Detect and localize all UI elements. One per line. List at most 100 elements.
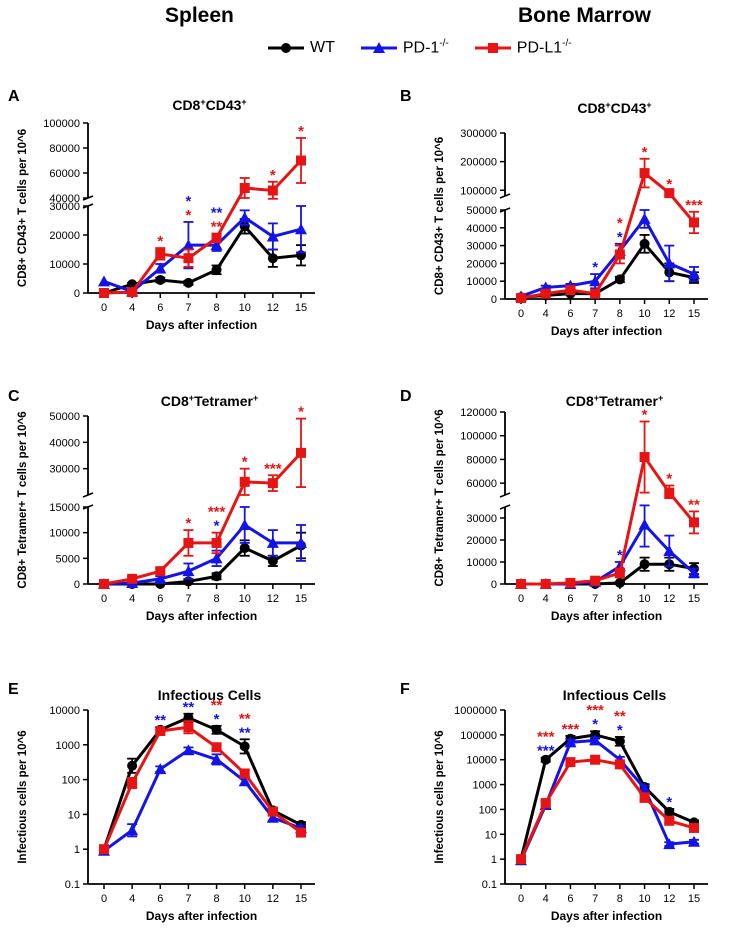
x-tick-label: 6 (567, 593, 573, 605)
axis-break-mark (499, 193, 511, 199)
x-tick-label: 0 (518, 308, 524, 320)
data-point (540, 798, 551, 809)
x-tick-label: 8 (617, 593, 623, 605)
y-tick-label: 1000000 (454, 705, 497, 717)
data-point (663, 257, 676, 269)
data-point (238, 518, 251, 530)
significance-marker: * (666, 176, 672, 193)
y-tick-label: 30000 (49, 201, 80, 213)
y-tick-label: 1 (491, 854, 497, 866)
data-point (211, 571, 222, 582)
significance-marker: * (186, 515, 192, 532)
x-tick-label: 6 (157, 893, 163, 905)
panel-letter-e: E (8, 681, 19, 698)
data-point (614, 249, 625, 260)
significance-marker: ** (239, 710, 251, 727)
chart-title: CD8+Tetramer+ (566, 393, 663, 409)
chart-panel-b: CD8+CD43+ 0 10000 20000 30000 40000 50000 10000… (434, 100, 708, 338)
x-axis-label: Days after infection (146, 609, 257, 623)
data-point (183, 253, 194, 264)
data-point (639, 168, 650, 179)
x-axis-label: Days after infection (146, 909, 257, 923)
data-point (238, 775, 251, 787)
x-axis-label: Days after infection (551, 909, 662, 923)
x-tick-label: 7 (185, 593, 191, 605)
x-tick-label: 10 (638, 308, 650, 320)
x-tick-label: 12 (267, 893, 279, 905)
panel-letter-f: F (400, 681, 410, 698)
data-point (211, 264, 222, 275)
y-tick-label: 100 (479, 804, 497, 816)
chart-title: CD8+CD43+ (577, 100, 651, 116)
significance-marker: * (186, 207, 192, 224)
data-point (182, 565, 195, 577)
significance-marker: * (270, 167, 276, 184)
significance-marker: * (666, 794, 672, 811)
data-point (239, 221, 250, 232)
series-line (519, 733, 695, 860)
significance-marker: * (214, 711, 220, 728)
data-point (154, 763, 167, 775)
legend-pdl1-text: PD-L1 (516, 39, 563, 57)
data-point (155, 248, 166, 259)
data-point (211, 232, 222, 243)
x-tick-label: 6 (567, 308, 573, 320)
x-tick-label: 15 (295, 593, 307, 605)
legend-wt-label: WT (310, 38, 335, 56)
x-axis-label: Days after infection (551, 609, 662, 623)
significance-marker: ** (211, 205, 223, 222)
y-tick-label: 20000 (49, 230, 80, 242)
significance-marker: ** (688, 496, 700, 513)
data-point (516, 854, 526, 865)
significance-marker: * (642, 144, 648, 161)
x-tick-label: 12 (663, 593, 675, 605)
x-tick-label: 10 (239, 593, 251, 605)
panel-letter-d: D (400, 388, 412, 405)
data-point (614, 759, 625, 770)
data-point (565, 757, 576, 768)
y-tick-label: 10000 (49, 705, 80, 717)
significance-marker: * (617, 722, 623, 739)
y-axis-label: CD8+ CD43+ T cells per 10^6 (434, 137, 446, 295)
chart-panel-f: Infectious Cells0.1110100100010000100000… (434, 687, 708, 923)
data-point (664, 188, 675, 199)
data-point (267, 555, 278, 566)
data-point (516, 579, 526, 589)
data-point (239, 183, 250, 193)
y-axis-label: CD8+ Tetramer+ T cells per 10^6 (434, 409, 446, 586)
data-point (589, 275, 602, 287)
y-tick-label: 40000 (49, 437, 80, 449)
significance-marker: *** (264, 460, 282, 477)
x-tick-label: 7 (592, 593, 598, 605)
y-tick-label: 20000 (466, 258, 497, 270)
y-tick-label: 10000 (466, 276, 497, 288)
significance-marker: * (642, 406, 648, 423)
data-point (155, 725, 166, 736)
x-tick-label: 15 (688, 893, 700, 905)
y-tick-label: 120000 (460, 407, 497, 419)
x-tick-label: 7 (592, 308, 598, 320)
x-tick-label: 4 (129, 302, 135, 314)
data-point (614, 568, 625, 578)
data-point (638, 782, 651, 794)
data-point (99, 288, 109, 298)
y-axis-label: Infectious cells per 10^6 (17, 730, 29, 863)
significance-marker: *** (537, 729, 555, 746)
y-tick-label: 40000 (49, 193, 80, 205)
significance-marker: *** (562, 721, 580, 738)
y-tick-label: 1 (74, 844, 80, 856)
axis-break-mark (499, 504, 511, 510)
data-point (127, 777, 138, 788)
series-line (102, 725, 302, 850)
y-tick-label: 0.1 (65, 879, 80, 891)
x-tick-label: 0 (101, 302, 107, 314)
legend-item-pdl1: PD-L1-/- (474, 38, 572, 57)
series-2 (516, 420, 699, 589)
y-tick-label: 10000 (466, 755, 497, 767)
x-tick-label: 4 (129, 593, 135, 605)
x-tick-label: 12 (663, 308, 675, 320)
data-point (211, 537, 222, 548)
x-tick-label: 0 (101, 893, 107, 905)
data-point (688, 835, 700, 847)
x-tick-label: 7 (185, 302, 191, 314)
